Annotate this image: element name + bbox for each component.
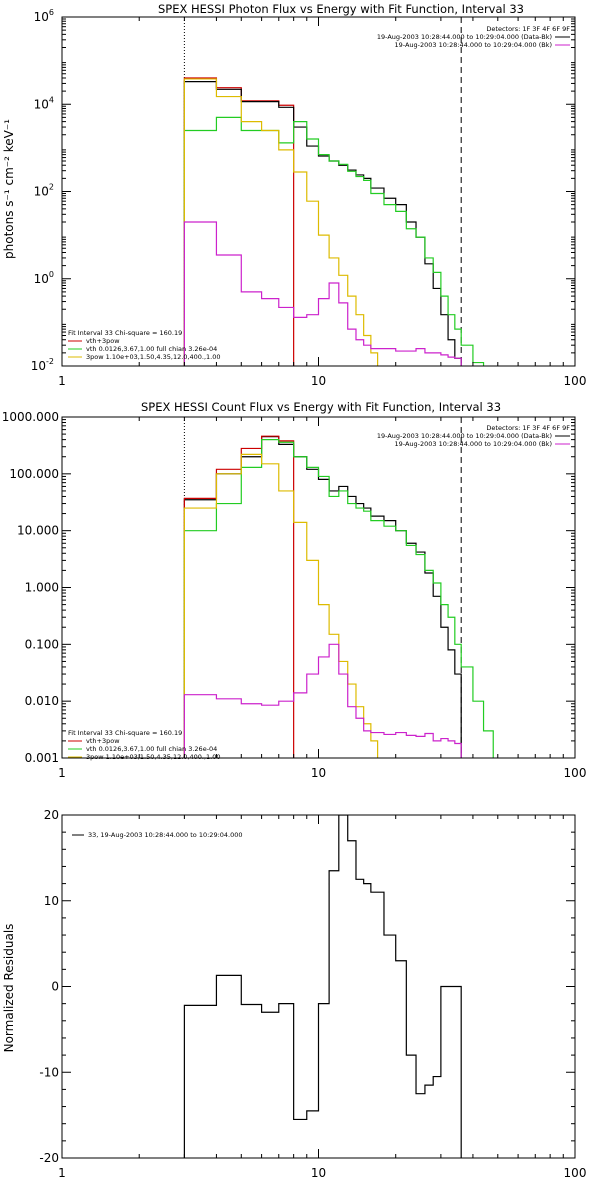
- x-tick-label: 100: [564, 1166, 587, 1180]
- legend-data-bk: 19-Aug-2003 10:28:44.000 to 10:29:04.000…: [377, 33, 552, 41]
- legend-3pow: 3pow 1.10e+03,1.50,4.35,12.0,400.,1.00: [86, 353, 221, 361]
- y-tick-label: 102: [34, 183, 54, 199]
- y-tick-label: 10-2: [31, 357, 54, 373]
- x-tick-label: 10: [311, 1166, 326, 1180]
- residuals-ylabel: Normalized Residuals: [2, 924, 16, 1053]
- legend-bk: 19-Aug-2003 10:28:44.000 to 10:29:04.000…: [395, 440, 552, 448]
- photon-flux-tick-marks: [61, 16, 576, 367]
- y-tick-label: 10: [44, 894, 59, 908]
- legend-bk: 19-Aug-2003 10:28:44.000 to 10:29:04.000…: [395, 41, 552, 49]
- x-tick-label: 100: [564, 766, 587, 780]
- photon-flux-title: SPEX HESSI Photon Flux vs Energy with Fi…: [158, 2, 524, 16]
- series-step-line: [183, 436, 462, 758]
- residuals-series: [183, 815, 462, 1158]
- photon-flux-tick-labels: 1 10 100 10-2 100 102 104 106: [31, 8, 587, 388]
- series-step-line: [183, 815, 462, 1158]
- legend-vth: vth 0.0126,3.67,1.00 full chian 3.26e-04: [86, 745, 217, 753]
- legend-vth3pow: vth+3pow: [86, 337, 120, 345]
- series-step-line: [183, 439, 494, 758]
- series-step-line: [183, 453, 379, 758]
- count-flux-tick-marks: [61, 416, 576, 759]
- residuals-legend: 33, 19-Aug-2003 10:28:44.000 to 10:29:04…: [72, 831, 243, 839]
- legend-vth: vth 0.0126,3.67,1.00 full chian 3.26e-04: [86, 345, 217, 353]
- count-flux-panel: SPEX HESSI Count Flux vs Energy with Fit…: [2, 400, 587, 780]
- y-tick-label: 10.000: [17, 524, 59, 538]
- series-step-line: [183, 221, 462, 366]
- legend-vth3pow: vth+3pow: [86, 737, 120, 745]
- count-flux-series: [183, 435, 494, 758]
- legend-detectors: Detectors: 1F 3F 4F 6F 9F: [486, 25, 570, 33]
- series-step-line: [183, 78, 379, 366]
- legend-data-bk: 19-Aug-2003 10:28:44.000 to 10:29:04.000…: [377, 432, 552, 440]
- x-tick-label: 10: [311, 374, 326, 388]
- residuals-panel: Normalized Residuals 1 10 100 -20 -10 0 10 20 3…: [2, 808, 586, 1180]
- count-flux-reference-lines: [183, 417, 462, 758]
- photon-flux-panel: SPEX HESSI Photon Flux vs Energy with Fi…: [2, 2, 586, 388]
- count-flux-legend-top: Detectors: 1F 3F 4F 6F 9F 19-Aug-2003 10…: [377, 424, 570, 448]
- x-tick-label: 10: [311, 766, 326, 780]
- y-tick-label: 104: [34, 95, 54, 111]
- y-tick-label: 1000.000: [2, 410, 59, 424]
- legend-residuals: 33, 19-Aug-2003 10:28:44.000 to 10:29:04…: [88, 831, 243, 839]
- count-flux-legend-bottom: Fit Interval 33 Chi-square = 160.19 vth+…: [68, 729, 221, 761]
- y-tick-label: 100: [34, 270, 54, 286]
- x-tick-label: 1: [58, 1166, 66, 1180]
- photon-flux-legend-top: Detectors: 1F 3F 4F 6F 9F 19-Aug-2003 10…: [377, 25, 570, 49]
- photon-flux-legend-bottom: Fit Interval 33 Chi-square = 160.19 vth+…: [68, 329, 221, 361]
- x-tick-label: 100: [564, 374, 587, 388]
- series-step-line: [183, 643, 462, 758]
- x-tick-label: 1: [58, 766, 66, 780]
- y-tick-label: 20: [44, 808, 59, 822]
- photon-flux-series: [183, 77, 485, 366]
- y-tick-label: 0.100: [25, 637, 59, 651]
- residuals-tick-marks: [61, 814, 576, 1159]
- series-step-line: [183, 81, 462, 366]
- y-tick-label: -20: [39, 1151, 59, 1165]
- series-step-line: [183, 435, 295, 758]
- x-tick-label: 1: [58, 374, 66, 388]
- photon-flux-ylabel: photons s⁻¹ cm⁻² keV⁻¹: [2, 119, 16, 259]
- legend-detectors: Detectors: 1F 3F 4F 6F 9F: [486, 424, 570, 432]
- y-tick-label: 106: [34, 8, 54, 24]
- y-tick-label: 0.001: [25, 751, 59, 765]
- y-tick-label: 0.010: [25, 694, 59, 708]
- legend-fit-interval: Fit Interval 33 Chi-square = 160.19: [68, 329, 182, 337]
- photon-flux-reference-lines: [183, 17, 462, 366]
- count-flux-tick-labels: 1 10 100 0.001 0.010 0.100 1.000 10.000 100.000 1…: [2, 410, 587, 780]
- legend-fit-interval: Fit Interval 33 Chi-square = 160.19: [68, 729, 182, 737]
- residuals-tick-labels: 1 10 100 -20 -10 0 10 20: [39, 808, 586, 1180]
- y-tick-label: 100.000: [9, 467, 59, 481]
- count-flux-title: SPEX HESSI Count Flux vs Energy with Fit…: [141, 400, 501, 414]
- legend-3pow: 3pow 1.10e+03,1.50,4.35,12.0,400.,1.00: [86, 753, 221, 761]
- y-tick-label: 1.000: [25, 581, 59, 595]
- series-step-line: [183, 116, 485, 366]
- y-tick-label: 0: [51, 980, 59, 994]
- y-tick-label: -10: [39, 1065, 59, 1079]
